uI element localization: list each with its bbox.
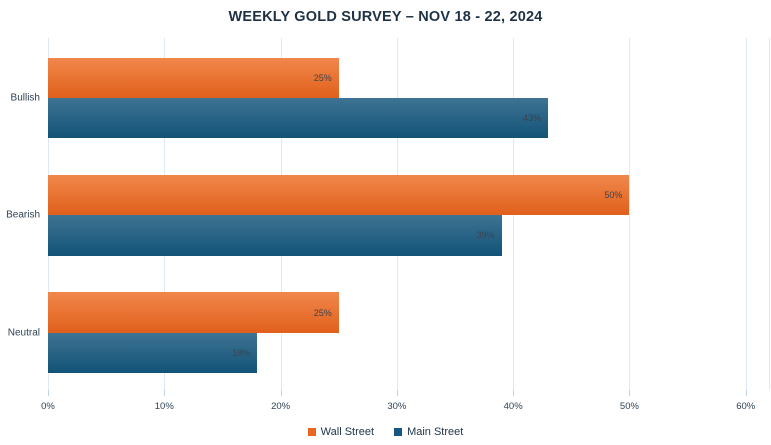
gridline-60 [745, 38, 747, 390]
bar-value-label: 43% [523, 113, 542, 124]
y-axis-category-labels: Bullish Bearish Neutral [0, 38, 44, 390]
bar-value-label: 25% [313, 307, 332, 318]
legend-item-main-street: Main Street [394, 426, 463, 438]
bar-wall-street-bullish: 25% [48, 57, 339, 98]
x-tick [745, 390, 747, 396]
chart-title: WEEKLY GOLD SURVEY – NOV 18 - 22, 2024 [228, 9, 543, 25]
gridline-50 [629, 38, 631, 390]
x-tick-label: 10% [154, 401, 174, 412]
bar-wall-street-bearish: 50% [48, 175, 630, 216]
x-tick [396, 390, 398, 396]
x-tick [513, 390, 515, 396]
x-tick [48, 390, 49, 396]
bar-main-street-neutral: 18% [48, 332, 258, 373]
bar-value-label: 18% [232, 347, 251, 358]
bar-wall-street-neutral: 25% [48, 292, 339, 333]
x-tick-label: 0% [41, 401, 55, 412]
x-axis: 0% 10% 20% 30% 40% 50% 60% [41, 390, 769, 416]
legend-label-wall-street: Wall Street [320, 426, 375, 438]
x-tick-label: 30% [387, 401, 407, 412]
main-street-swatch-icon [394, 428, 403, 436]
category-label-neutral: Neutral [7, 327, 40, 339]
category-label-bullish: Bullish [10, 92, 40, 104]
x-tick [629, 390, 631, 396]
wall-street-swatch-icon [307, 428, 316, 436]
legend-item-wall-street: Wall Street [307, 426, 375, 438]
bar-value-label: 39% [476, 230, 495, 241]
x-tick-label: 60% [736, 401, 756, 412]
plot-area: 25% 43% 50% 39% 25% 18% [48, 38, 770, 390]
x-tick-label: 20% [271, 401, 291, 412]
x-tick [280, 390, 282, 396]
legend: Wall Street Main Street [0, 426, 771, 438]
bar-main-street-bullish: 43% [48, 98, 549, 139]
bar-value-label: 50% [604, 190, 623, 201]
bar-value-label: 25% [313, 72, 332, 83]
legend-label-main-street: Main Street [407, 426, 464, 438]
x-tick-label: 40% [503, 401, 523, 412]
category-label-bearish: Bearish [6, 209, 40, 221]
x-tick [164, 390, 166, 396]
x-tick-label: 50% [619, 401, 639, 412]
bar-main-street-bearish: 39% [48, 215, 502, 256]
